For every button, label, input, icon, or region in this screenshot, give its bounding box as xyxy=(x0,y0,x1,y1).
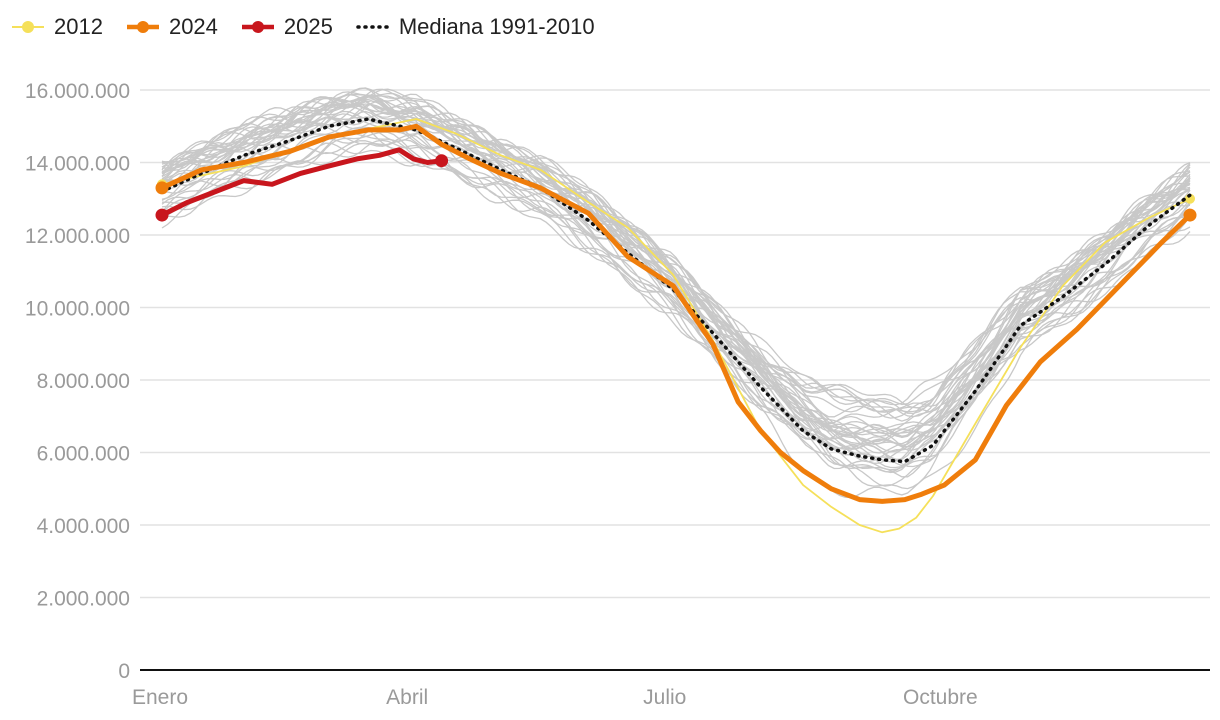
legend-label: 2024 xyxy=(168,14,218,39)
background-year-line xyxy=(161,142,1191,438)
x-tick-label: Octubre xyxy=(903,686,978,709)
background-year-line xyxy=(161,139,1191,499)
background-year-line xyxy=(161,131,1191,451)
legend-item: 2025 xyxy=(240,14,333,40)
series-line-2012 xyxy=(161,118,1191,534)
background-year-line xyxy=(161,101,1191,432)
series-end-marker xyxy=(1183,208,1197,222)
legend-swatch xyxy=(12,21,44,33)
legend-item: 2012 xyxy=(10,14,103,40)
series-line-mediana-1991-2010 xyxy=(160,117,1192,464)
legend-item: 2024 xyxy=(125,14,218,40)
legend-swatch xyxy=(356,25,390,29)
y-tick-label: 12.000.000 xyxy=(25,225,130,248)
y-tick-label: 2.000.000 xyxy=(37,588,130,611)
grid-lines xyxy=(140,89,1210,599)
x-axis-tick-labels: Enero Abril Julio Octubre xyxy=(132,686,978,709)
series-lines xyxy=(155,117,1197,534)
background-year-line xyxy=(161,124,1191,473)
legend-label: Mediana 1991-2010 xyxy=(398,14,595,39)
y-tick-label: 0 xyxy=(118,660,130,683)
legend-swatch xyxy=(241,21,274,33)
legend-label: 2012 xyxy=(54,14,103,39)
y-tick-label: 8.000.000 xyxy=(37,370,130,393)
background-year-line xyxy=(161,134,1191,425)
series-start-marker xyxy=(155,208,169,222)
background-year-line xyxy=(161,91,1191,415)
background-year-line xyxy=(161,139,1191,441)
background-year-line xyxy=(161,131,1191,468)
y-tick-label: 14.000.000 xyxy=(25,153,130,176)
series-line-2024 xyxy=(159,123,1193,504)
chart-legend: 2012 2024 2025 Mediana 1991-2010 xyxy=(10,14,595,40)
legend-label: 2025 xyxy=(283,14,333,39)
series-start-marker xyxy=(155,181,169,195)
background-year-line xyxy=(161,110,1191,490)
y-tick-label: 6.000.000 xyxy=(37,443,130,466)
legend-item: Mediana 1991-2010 xyxy=(355,14,595,40)
series-line-2025 xyxy=(159,147,445,218)
legend-swatch xyxy=(126,21,159,33)
y-tick-label: 4.000.000 xyxy=(37,515,130,538)
x-tick-label: Abril xyxy=(386,686,428,709)
background-year-line xyxy=(161,99,1191,438)
y-tick-label: 10.000.000 xyxy=(25,298,130,321)
x-tick-label: Julio xyxy=(643,686,686,709)
series-end-marker xyxy=(435,154,449,168)
y-tick-label: 16.000.000 xyxy=(25,80,130,103)
y-axis-tick-labels: 0 2.000.000 4.000.000 6.000.000 8.000.000 10.… xyxy=(25,80,130,683)
x-tick-label: Enero xyxy=(132,686,188,709)
background-year-line xyxy=(161,103,1190,418)
